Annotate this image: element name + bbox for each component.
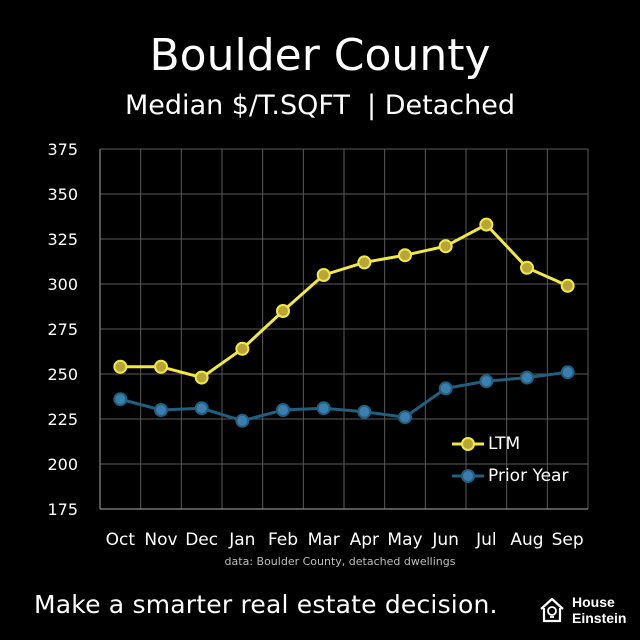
x-tick-label: Jun	[431, 530, 459, 550]
data-point-prior-year	[438, 381, 453, 396]
y-tick-label: 200	[47, 455, 78, 474]
data-point-prior-year	[276, 403, 290, 417]
chart-title: Boulder County	[149, 30, 491, 81]
data-point-ltm	[479, 217, 494, 232]
brand-line-1: House	[572, 594, 615, 610]
legend-item-prior-year: Prior Year	[452, 462, 568, 494]
x-tick-label: Jul	[475, 530, 497, 550]
y-tick-label: 175	[47, 500, 78, 519]
y-tick-label: 375	[47, 140, 78, 159]
data-point-ltm	[560, 278, 575, 293]
data-point-ltm	[398, 248, 412, 263]
x-tick-label: Apr	[350, 530, 379, 550]
axes	[99, 149, 588, 510]
source-note: data: Boulder County, detached dwellings	[224, 555, 456, 568]
data-point-prior-year	[316, 401, 331, 416]
y-tick-label: 350	[47, 185, 78, 204]
brand-name: House Einstein	[572, 594, 626, 626]
legend-label-ltm: LTM	[488, 434, 521, 454]
data-point-ltm	[357, 255, 372, 270]
brand-logo: House Einstein	[538, 594, 638, 628]
series-markers	[113, 217, 575, 428]
x-tick-label: Jan	[228, 530, 255, 550]
data-point-ltm	[438, 239, 453, 254]
x-tick-label: Sep	[552, 530, 584, 550]
data-point-ltm	[194, 370, 209, 385]
y-tick-label: 275	[47, 320, 78, 339]
data-point-prior-year	[154, 403, 168, 417]
data-point-ltm	[316, 268, 331, 282]
series-line-ltm	[120, 223, 569, 380]
y-tick-label: 300	[47, 275, 78, 294]
brand-line-2: Einstein	[572, 610, 627, 626]
legend-swatch-prior-year	[452, 469, 484, 483]
x-tick-label: Feb	[268, 530, 298, 550]
x-tick-label: Oct	[106, 530, 136, 550]
tick-labels: 175 200 225 250 275 300 325 350 375 Oct Nov Dec Jan F…	[47, 140, 583, 550]
y-tick-label: 325	[47, 230, 78, 249]
data-point-ltm	[235, 341, 250, 356]
legend-item-ltm: LTM	[452, 430, 568, 462]
data-point-prior-year	[560, 365, 575, 380]
data-point-ltm	[154, 359, 168, 374]
x-tick-label: Mar	[308, 530, 340, 550]
x-tick-label: Dec	[185, 530, 218, 550]
x-tick-label: Aug	[510, 530, 543, 550]
data-point-ltm	[276, 304, 290, 318]
y-tick-label: 250	[47, 365, 78, 384]
data-point-prior-year	[194, 401, 209, 416]
data-point-prior-year	[113, 392, 128, 407]
legend-label-prior-year: Prior Year	[488, 466, 569, 486]
x-tick-label: Nov	[144, 530, 177, 550]
chart-subtitle: Median $/T.SQFT | Detached	[125, 90, 515, 121]
footer-tagline: Make a smarter real estate decision.	[34, 590, 498, 619]
data-point-prior-year	[357, 404, 372, 419]
data-point-prior-year	[479, 374, 494, 389]
house-bulb-icon	[540, 597, 564, 623]
data-point-prior-year	[235, 413, 250, 428]
data-point-prior-year	[398, 410, 412, 425]
legend-swatch-ltm	[452, 437, 484, 451]
legend: LTM Prior Year	[452, 430, 568, 494]
data-point-ltm	[113, 359, 128, 374]
data-point-ltm	[520, 260, 534, 275]
y-tick-label: 225	[47, 410, 78, 429]
data-point-prior-year	[520, 370, 534, 385]
x-tick-label: May	[387, 530, 422, 550]
